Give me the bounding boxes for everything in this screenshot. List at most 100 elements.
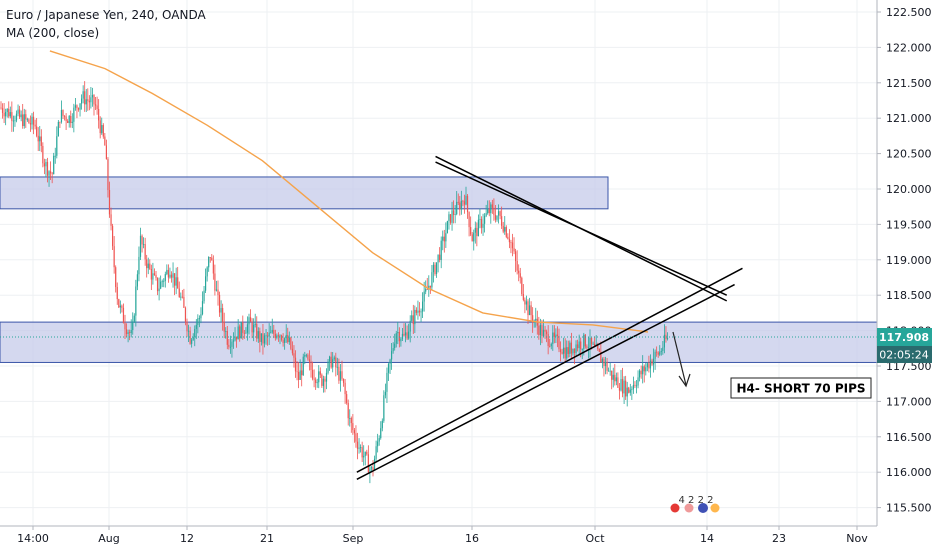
candle-body xyxy=(82,91,84,99)
candle-body xyxy=(634,384,636,386)
candle-body xyxy=(296,371,298,373)
candle-body xyxy=(496,215,498,220)
candle-body xyxy=(197,318,199,325)
candle-body xyxy=(330,356,332,368)
candle-body xyxy=(466,195,469,213)
candle-body xyxy=(567,347,569,354)
candle-body xyxy=(479,218,481,220)
candle-body xyxy=(246,324,249,333)
candle-body xyxy=(360,447,362,449)
candle-body xyxy=(172,273,174,278)
candle-body xyxy=(428,285,430,290)
candle-body xyxy=(17,109,19,114)
candle-body xyxy=(9,112,11,117)
candle-body xyxy=(167,269,169,278)
candle-body xyxy=(617,377,619,388)
candle-body xyxy=(341,371,343,379)
candle-body xyxy=(453,210,455,215)
candle-body xyxy=(423,291,425,302)
candle-body xyxy=(546,331,548,335)
events-icon[interactable]: 4 2 2 2 xyxy=(670,495,720,513)
candle-body xyxy=(139,235,142,257)
candle-body xyxy=(635,385,638,387)
candle-body xyxy=(23,114,25,127)
candle-body xyxy=(387,363,390,373)
candle-body xyxy=(245,332,247,334)
candle-body xyxy=(404,332,407,336)
candle-body xyxy=(14,120,16,122)
candle-body xyxy=(181,296,183,298)
ma-200-line xyxy=(49,50,649,333)
candle-body xyxy=(491,204,493,208)
candle-body xyxy=(598,348,600,352)
candle-body xyxy=(222,308,224,322)
price-axis[interactable]: 122.500 122.000 121.500 121.000 120.500 120.0… xyxy=(876,0,932,526)
candle-body xyxy=(482,223,484,228)
candle-body xyxy=(53,155,55,175)
candle-body xyxy=(589,337,591,348)
candle-body xyxy=(147,263,149,269)
candle-body xyxy=(311,369,314,379)
time-axis[interactable]: 14:00 Aug 12 21 Sep 16 Oct 14 23 Nov xyxy=(0,525,932,550)
candle-body xyxy=(31,116,33,125)
y-tick-label: 121.000 xyxy=(886,112,932,125)
candle-body xyxy=(609,370,611,372)
candle-body xyxy=(184,307,187,322)
candle-body xyxy=(104,136,106,146)
candle-body xyxy=(313,378,315,380)
trendline xyxy=(356,283,735,480)
candle-body xyxy=(577,344,579,349)
candle-body xyxy=(253,324,255,333)
candle-body xyxy=(208,256,210,268)
candle-body xyxy=(93,95,95,105)
candle-body xyxy=(15,113,18,121)
candle-body xyxy=(525,301,528,305)
candle-body xyxy=(646,363,648,368)
candle-body xyxy=(28,119,30,124)
y-tick-label: 117.500 xyxy=(886,360,932,373)
candle-body xyxy=(45,161,47,167)
candle-body xyxy=(25,114,27,120)
x-tick-label: Aug xyxy=(98,532,119,545)
candle-body xyxy=(315,379,317,383)
candle-body xyxy=(490,204,492,214)
y-tick-label: 122.000 xyxy=(886,41,932,54)
candle-body xyxy=(280,335,283,340)
candle-body xyxy=(395,333,397,344)
candle-body xyxy=(156,277,159,292)
candle-body xyxy=(608,370,610,372)
candle-body xyxy=(542,329,545,336)
candle-body xyxy=(124,323,126,330)
y-tick-label: 115.500 xyxy=(886,502,932,515)
candle-body xyxy=(422,301,424,312)
candle-body xyxy=(626,387,628,397)
candle-body xyxy=(384,391,386,396)
candle-body xyxy=(501,216,503,226)
candle-body xyxy=(267,335,269,337)
candle-body xyxy=(544,329,546,332)
candle-body xyxy=(248,317,250,325)
candle-body xyxy=(510,242,512,243)
candle-body xyxy=(584,334,586,347)
candle-body xyxy=(146,259,148,269)
candle-body xyxy=(135,286,137,316)
y-tick-label: 119.000 xyxy=(886,254,932,267)
candle-body xyxy=(524,299,526,305)
y-tick-label: 119.500 xyxy=(886,218,932,231)
candle-body xyxy=(564,347,566,359)
price-tag: 117.908 02:05:24 xyxy=(877,328,932,363)
candle-body xyxy=(180,296,182,298)
candle-body xyxy=(355,433,357,442)
candle-body xyxy=(187,330,190,332)
candle-body xyxy=(601,359,603,363)
candle-body xyxy=(5,111,7,117)
candle-body xyxy=(206,267,208,277)
candle-body xyxy=(333,357,335,360)
candle-body xyxy=(121,305,123,308)
candle-body xyxy=(578,341,580,349)
candle-body xyxy=(279,335,281,337)
candle-body xyxy=(288,337,290,343)
candle-body xyxy=(136,274,138,287)
candle-body xyxy=(573,348,576,354)
